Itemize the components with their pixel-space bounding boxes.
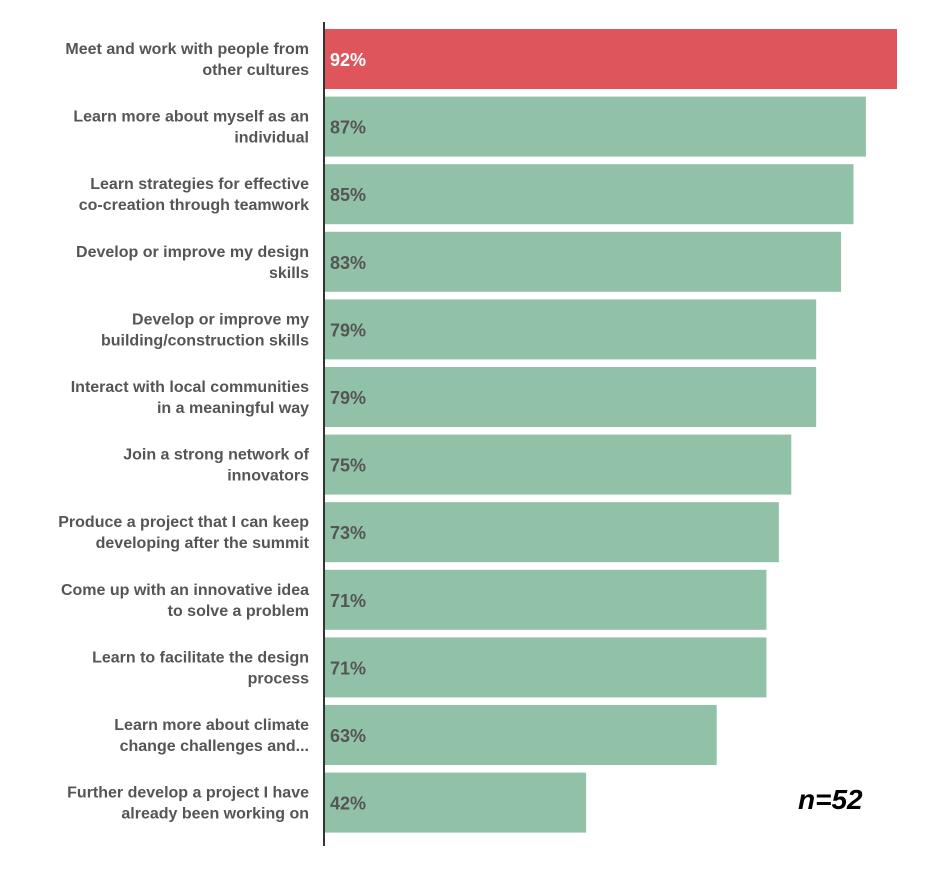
bar-11 (325, 772, 587, 833)
category-label-8: Come up with an innovative idea to solve … (61, 582, 309, 620)
category-label-9: Learn to facilitate the design process (92, 649, 309, 687)
value-label-7: 73% (330, 523, 366, 543)
category-label-11: Further develop a project I have already … (67, 785, 309, 823)
category-label-3-line-1: skills (269, 265, 309, 282)
category-label-11-line-0: Further develop a project I have (67, 785, 309, 802)
category-label-0: Meet and work with people from other cult… (65, 41, 309, 79)
category-label-3-line-0: Develop or improve my design (76, 244, 309, 261)
value-label-3: 83% (330, 253, 366, 273)
bar-8 (325, 569, 767, 630)
bar-4 (325, 299, 817, 360)
category-label-5: Interact with local communities in a mean… (71, 379, 309, 417)
category-label-1: Learn more about myself as an individual (73, 109, 309, 147)
category-label-2-line-1: co-creation through teamwork (79, 197, 309, 214)
sample-size-note: n=52 (798, 784, 863, 815)
category-label-2: Learn strategies for effective co-creatio… (79, 176, 309, 214)
bar-1 (325, 96, 866, 157)
category-label-5-line-1: in a meaningful way (157, 400, 309, 417)
category-label-6: Join a strong network of innovators (123, 447, 309, 485)
value-labels-group: 92% 87% 85% 83% 79% 79% 75% 73% 71% 71% 63% 42% (330, 50, 366, 814)
category-label-8-line-0: Come up with an innovative idea (61, 582, 309, 599)
category-label-7: Produce a project that I can keep develop… (58, 514, 309, 552)
category-label-8-line-1: to solve a problem (168, 603, 309, 620)
bar-7 (325, 502, 779, 563)
value-label-8: 71% (330, 591, 366, 611)
value-label-0: 92% (330, 50, 366, 70)
value-label-6: 75% (330, 456, 366, 476)
value-label-2: 85% (330, 185, 366, 205)
category-label-11-line-1: already been working on (121, 806, 309, 823)
value-label-4: 79% (330, 320, 366, 340)
value-label-5: 79% (330, 388, 366, 408)
category-label-1-line-0: Learn more about myself as an (73, 109, 309, 126)
bar-0 (325, 29, 897, 89)
category-label-9-line-0: Learn to facilitate the design (92, 649, 309, 666)
category-label-5-line-0: Interact with local communities (71, 379, 309, 396)
category-label-7-line-0: Produce a project that I can keep (58, 514, 309, 531)
category-label-0-line-0: Meet and work with people from (65, 41, 309, 58)
bar-6 (325, 434, 792, 495)
category-label-7-line-1: developing after the summit (96, 535, 310, 552)
bar-9 (325, 637, 767, 698)
value-label-10: 63% (330, 726, 366, 746)
category-label-10: Learn more about climate change challenge… (114, 717, 309, 755)
bars-group (325, 29, 897, 833)
category-label-4-line-0: Develop or improve my (132, 311, 309, 328)
category-labels-group: Meet and work with people from other cult… (58, 41, 309, 823)
category-label-9-line-1: process (248, 670, 309, 687)
category-label-2-line-0: Learn strategies for effective (90, 176, 309, 193)
bar-5 (325, 367, 817, 427)
category-label-3: Develop or improve my design skills (76, 244, 309, 282)
category-label-6-line-1: innovators (227, 468, 309, 485)
bar-2 (325, 164, 854, 225)
category-label-4-line-1: building/construction skills (101, 332, 309, 349)
category-label-0-line-1: other cultures (202, 62, 309, 79)
category-label-4: Develop or improve my building/constructi… (101, 311, 309, 349)
category-label-6-line-0: Join a strong network of (123, 447, 309, 464)
category-label-1-line-1: individual (234, 130, 309, 147)
bar-3 (325, 231, 842, 292)
value-label-1: 87% (330, 118, 366, 138)
value-label-9: 71% (330, 658, 366, 678)
bar-10 (325, 705, 717, 765)
category-label-10-line-0: Learn more about climate (114, 717, 309, 734)
value-label-11: 42% (330, 794, 366, 814)
category-label-10-line-1: change challenges and... (120, 738, 309, 755)
